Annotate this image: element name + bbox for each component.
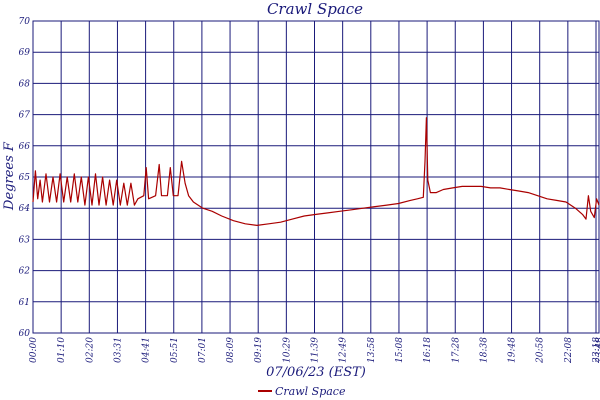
x-tick-label: 13:58 [367, 337, 377, 363]
x-tick-label: 02:20 [85, 337, 95, 363]
y-tick-label: 65 [19, 173, 31, 183]
x-tick-label: 10:29 [282, 337, 292, 363]
x-tick-label: 15:08 [395, 337, 405, 363]
y-tick-label: 64 [19, 204, 31, 214]
y-tick-label: 66 [19, 142, 31, 152]
x-tick-label: 05:51 [170, 337, 180, 363]
y-tick-label: 61 [19, 298, 30, 308]
y-tick-label: 60 [19, 329, 31, 339]
y-tick-label: 68 [19, 79, 31, 89]
x-tick-label: 17:28 [451, 337, 461, 363]
grid [32, 20, 600, 334]
x-axis-label: 07/06/23 (EST) [266, 365, 366, 380]
x-tick-label: 01:10 [57, 337, 67, 363]
x-tick-label: 18:38 [479, 337, 489, 363]
x-tick-labels: 00:00 01:10 02:20 03:31 04:41 05:51 07:01 08:09… [29, 337, 600, 364]
x-tick-label: 22:08 [564, 337, 574, 364]
x-tick-label: 12:49 [339, 337, 349, 363]
y-axis-label: Degrees F [2, 141, 17, 211]
x-tick-label: 07:01 [198, 337, 208, 363]
x-tick-label: 04:41 [142, 337, 152, 363]
y-tick-label: 67 [19, 111, 31, 121]
x-tick-label: 09:19 [254, 337, 264, 363]
x-tick-label: 08:09 [226, 337, 236, 363]
y-tick-label: 63 [19, 235, 31, 245]
y-tick-label: 69 [19, 48, 31, 58]
x-tick-label: 03:31 [113, 337, 123, 363]
legend-label: Crawl Space [275, 385, 346, 398]
x-tick-label: 16:18 [423, 337, 433, 363]
y-tick-labels: 60 61 62 63 64 65 66 67 68 69 70 [19, 17, 31, 339]
x-tick-label: 23:18 [592, 337, 600, 364]
series-line [32, 117, 600, 226]
y-tick-label: 62 [19, 267, 31, 277]
y-tick-label: 70 [19, 17, 31, 27]
chart-title: Crawl Space [267, 0, 363, 18]
x-tick-label: 20:58 [536, 337, 546, 364]
series-group [32, 117, 600, 226]
legend: Crawl Space [258, 385, 346, 398]
x-tick-label: 00:00 [29, 337, 39, 363]
x-tick-label: 23:48 [595, 337, 600, 364]
x-tick-label: 11:39 [311, 337, 321, 363]
x-tick-label: 19:48 [508, 337, 518, 363]
